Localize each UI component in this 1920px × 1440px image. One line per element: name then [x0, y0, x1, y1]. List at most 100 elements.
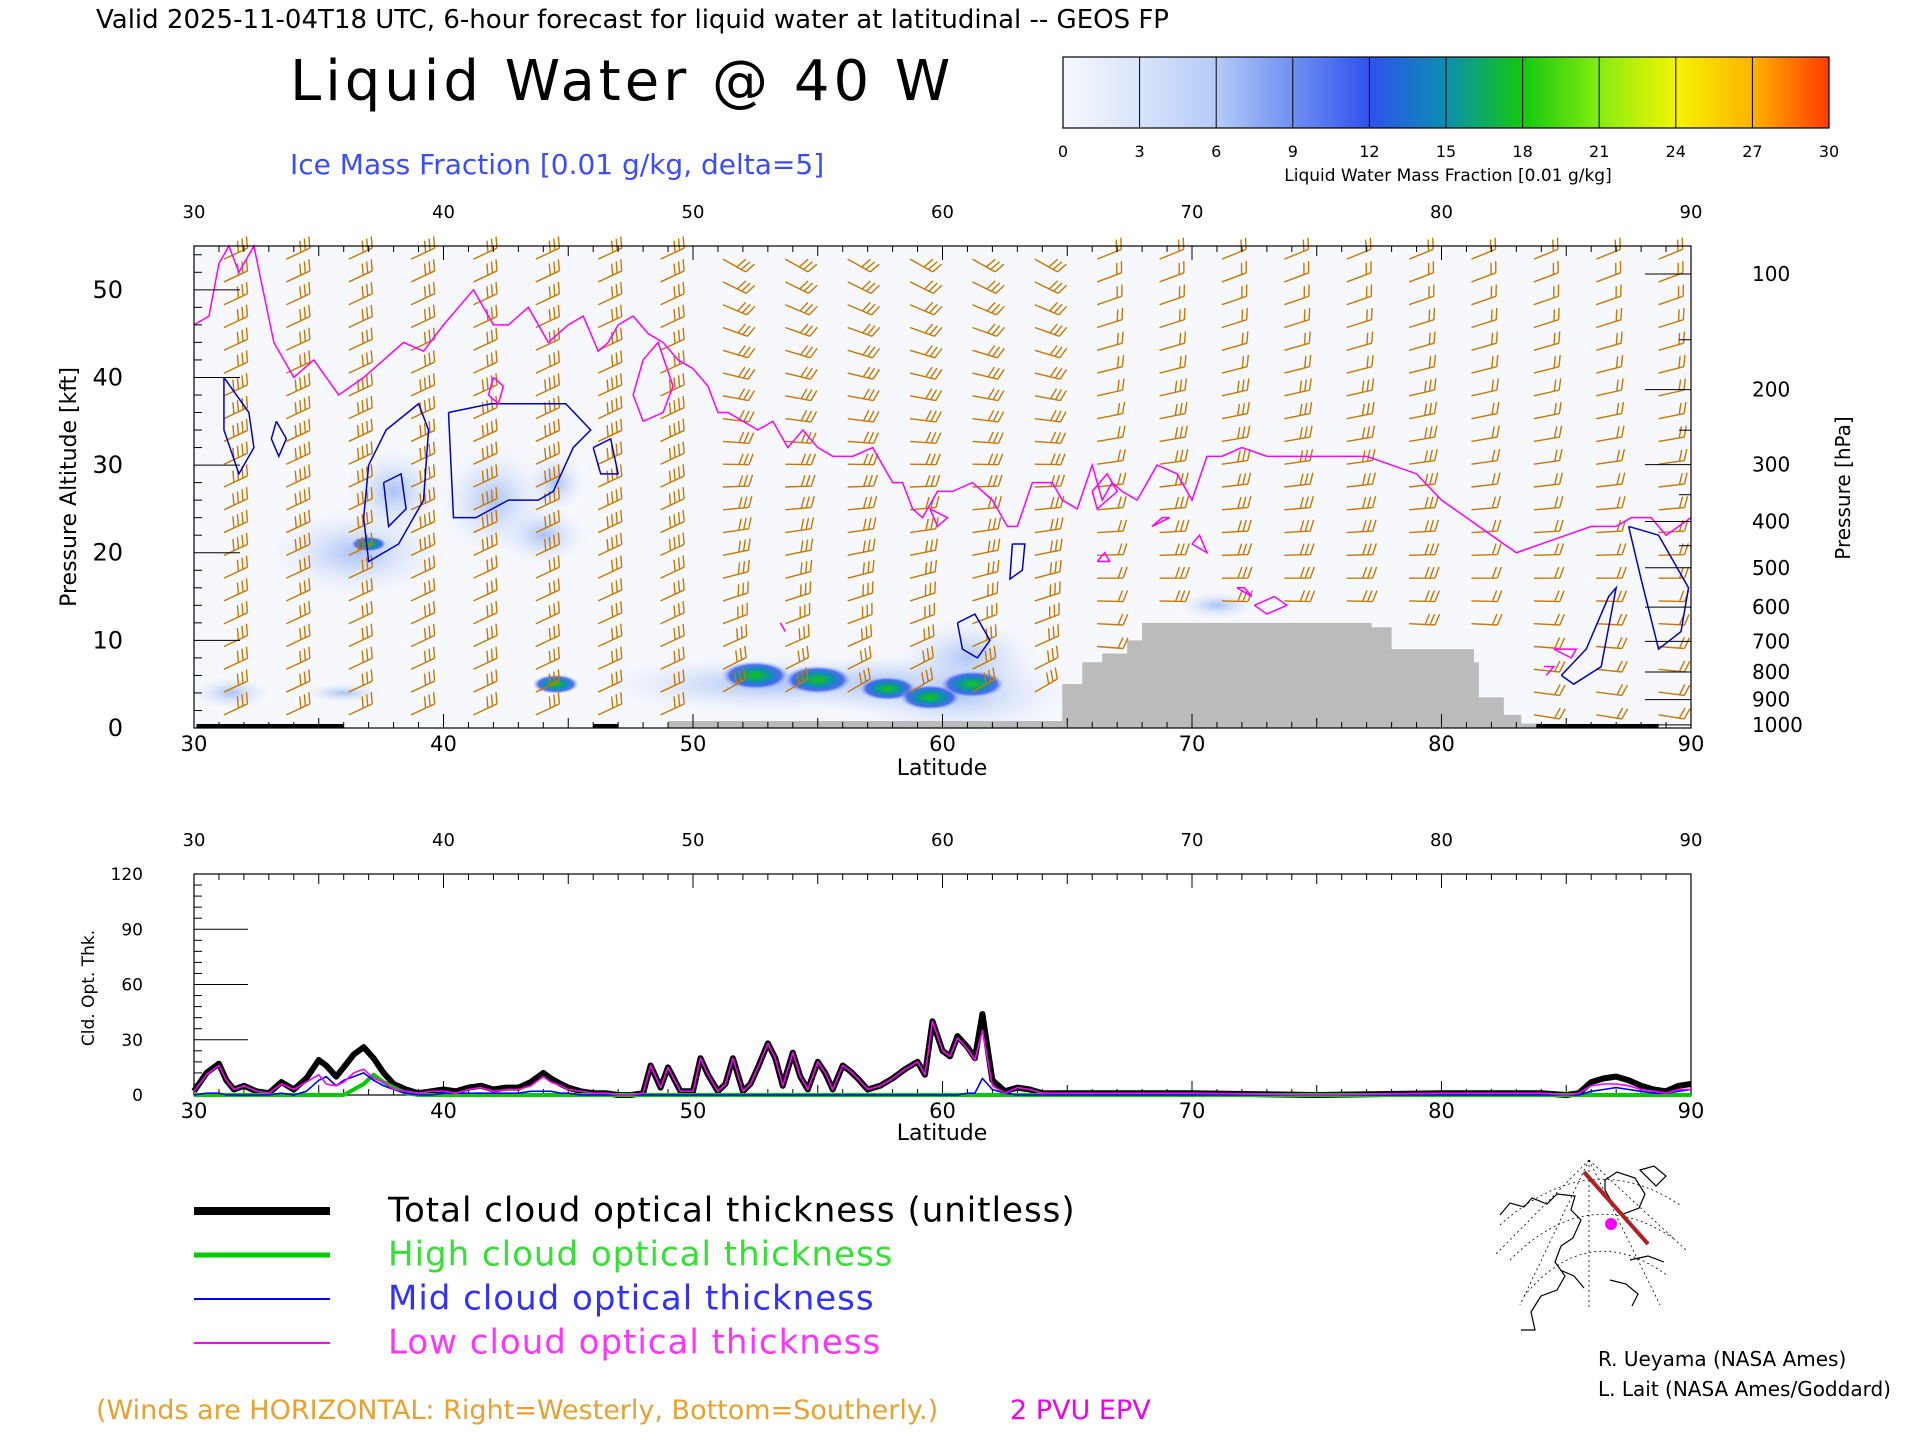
wind-barb — [1346, 378, 1375, 397]
wind-barb — [473, 259, 498, 283]
wind-barb — [722, 667, 747, 693]
wind-barb — [785, 301, 818, 316]
wind-barb — [1159, 354, 1187, 374]
wind-barb — [909, 345, 943, 359]
colorbar-tick-label: 27 — [1742, 142, 1762, 161]
wind-barb — [473, 578, 498, 602]
wind-barb — [1034, 345, 1068, 359]
wind-barb — [1658, 496, 1689, 511]
wind-barb — [1097, 613, 1129, 626]
wind-barb — [473, 692, 498, 716]
ice-contour — [592, 437, 620, 475]
wind-barb — [473, 282, 498, 306]
epv-2pvu-loop — [1236, 587, 1253, 598]
wind-barb — [909, 280, 943, 294]
wind-barb — [348, 623, 373, 648]
wind-barb — [660, 646, 685, 670]
wind-barb — [847, 645, 872, 670]
wind-barb — [1658, 707, 1691, 720]
wind-barb — [1533, 684, 1566, 697]
wind-barb — [722, 366, 756, 380]
wind-barb — [1097, 566, 1128, 579]
wind-barb — [972, 345, 1005, 359]
wind-barb — [348, 692, 373, 716]
wind-barb — [223, 509, 249, 534]
epv-2pvu-loop — [1543, 665, 1556, 676]
wind-barb — [410, 646, 436, 670]
wind-barb — [1034, 409, 1067, 423]
wind-barb — [847, 559, 875, 579]
ice-contour — [270, 420, 288, 459]
wind-barb — [1221, 472, 1252, 488]
wind-barb — [660, 327, 685, 351]
epv-2pvu-loop — [1553, 648, 1578, 659]
wind-barb — [1159, 496, 1190, 511]
wind-barb — [410, 441, 436, 465]
wind-barb — [785, 388, 818, 402]
wind-barb — [1159, 425, 1188, 443]
epv-2pvu-loop — [632, 340, 674, 423]
wind-barb — [909, 581, 937, 602]
y-tick-label: 120 — [111, 865, 143, 885]
wind-barb — [1096, 331, 1124, 351]
colorbar-tick-label: 0 — [1058, 142, 1068, 161]
wind-barb — [286, 623, 311, 648]
wind-barb — [1221, 307, 1248, 329]
wind-barb — [785, 366, 818, 380]
wind-barb — [1533, 448, 1563, 465]
wind-barb — [1221, 425, 1251, 443]
wind-barb — [1284, 401, 1313, 420]
wind-barb — [909, 409, 942, 423]
wind-barb — [1408, 472, 1439, 488]
ice-contours — [223, 377, 1690, 686]
wind-barb — [1533, 378, 1562, 397]
valid-line: Valid 2025-11-04T18 UTC, 6-hour forecast… — [96, 5, 1169, 35]
colorbar-segment — [1599, 57, 1677, 128]
wind-barb — [1346, 543, 1377, 557]
wind-barb — [535, 623, 561, 648]
section-track — [1582, 1170, 1650, 1246]
wind-barb — [1034, 645, 1059, 670]
wind-barb — [348, 509, 373, 534]
wind-barb — [972, 258, 1005, 273]
colorbar-segment — [1063, 57, 1141, 128]
wind-barb — [535, 509, 561, 534]
wind-barb — [223, 350, 249, 374]
wind-barb — [286, 669, 311, 693]
x-tick-label-top: 30 — [183, 202, 206, 223]
wind-barb — [1471, 425, 1500, 443]
x-tick-label: 80 — [1428, 732, 1455, 756]
wind-barb — [1221, 401, 1250, 420]
wind-barb — [597, 350, 623, 374]
wind-barb — [286, 236, 311, 260]
wind-barb — [286, 259, 311, 283]
wind-barb — [1034, 280, 1068, 294]
wind-barb — [223, 646, 249, 670]
wind-barb — [1533, 660, 1566, 673]
wind-barb — [597, 395, 623, 420]
wind-barb — [1595, 284, 1622, 306]
wind-barb — [972, 366, 1005, 380]
wind-barb — [909, 517, 939, 534]
colorbar-tick-label: 18 — [1512, 142, 1532, 161]
wind-barb — [473, 669, 498, 693]
wind-barb — [410, 555, 436, 579]
x-tick-label-top: 30 — [183, 830, 206, 851]
wind-barb — [1346, 472, 1376, 488]
wind-barb — [1284, 519, 1315, 534]
wind-barb — [1471, 448, 1501, 465]
wind-barb — [286, 282, 311, 306]
wind-barb — [972, 495, 1003, 511]
wind-barb — [722, 258, 755, 273]
y2-tick-label: 400 — [1752, 509, 1790, 533]
wind-barb — [1533, 496, 1564, 511]
wind-barb — [286, 532, 311, 556]
wind-barb — [1596, 401, 1625, 420]
wind-barb — [597, 532, 623, 556]
x-tick-label-top: 40 — [432, 830, 455, 851]
wind-barb — [1034, 453, 1066, 466]
top-ylabel-left: Pressure Altitude [kft] — [57, 367, 82, 607]
y-tick-label: 0 — [108, 714, 123, 742]
wind-barb — [1408, 261, 1435, 283]
